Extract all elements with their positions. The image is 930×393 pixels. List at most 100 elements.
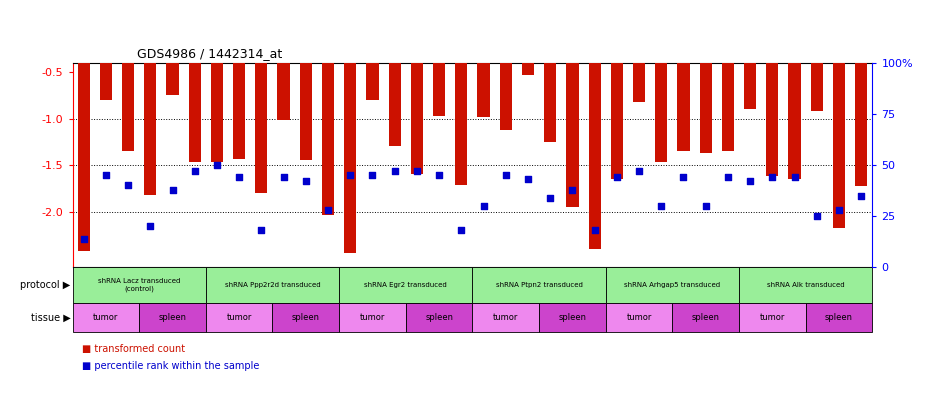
Text: shRNA Lacz transduced
(control): shRNA Lacz transduced (control) [98,278,180,292]
Point [831,207,846,213]
Bar [122,26,134,151]
Bar [739,303,805,332]
Bar [744,26,756,109]
Bar [472,303,539,332]
Bar [605,303,672,332]
Point [365,172,379,178]
Text: tumor: tumor [760,313,785,322]
Bar [739,267,872,303]
Bar [322,26,334,215]
Bar [677,26,690,151]
Bar [339,303,405,332]
Bar [366,26,379,100]
Bar [77,26,90,250]
Point [165,186,179,193]
Point [99,172,113,178]
Bar [100,26,112,100]
Point [409,168,424,174]
Bar [672,303,739,332]
Point [209,162,224,168]
Text: protocol ▶: protocol ▶ [20,280,71,290]
Bar [499,26,512,130]
Text: tumor: tumor [360,313,385,322]
Bar [477,26,490,117]
Text: tissue ▶: tissue ▶ [31,312,71,322]
Bar [144,26,156,195]
Text: ■ percentile rank within the sample: ■ percentile rank within the sample [82,362,259,371]
Point [587,227,602,233]
Text: tumor: tumor [493,313,518,322]
Point [299,178,313,185]
Bar [766,26,778,176]
Text: ■ transformed count: ■ transformed count [82,344,185,354]
Point [521,176,536,182]
Text: spleen: spleen [158,313,187,322]
Point [631,168,646,174]
Bar [272,303,339,332]
Point [76,235,91,242]
Point [743,178,758,185]
Bar [805,303,872,332]
Point [809,213,824,219]
Text: spleen: spleen [425,313,453,322]
Bar [206,303,272,332]
Text: shRNA Egr2 transduced: shRNA Egr2 transduced [365,282,447,288]
Bar [655,26,668,162]
Bar [455,26,468,185]
Text: tumor: tumor [93,313,118,322]
Point [854,193,869,199]
Point [143,223,158,230]
Bar [277,26,290,119]
Bar [344,26,356,253]
Point [187,168,202,174]
Text: spleen: spleen [692,313,720,322]
Bar [544,26,556,142]
Point [721,174,736,180]
Point [654,203,669,209]
Bar [433,26,445,116]
Bar [789,26,801,179]
Text: shRNA Ppp2r2d transduced: shRNA Ppp2r2d transduced [225,282,320,288]
Bar [699,26,711,153]
Point [276,174,291,180]
Bar [722,26,734,151]
Text: tumor: tumor [227,313,252,322]
Text: tumor: tumor [627,313,652,322]
Bar [811,26,823,111]
Point [343,172,358,178]
Point [387,168,402,174]
Bar [206,267,339,303]
Bar [339,267,472,303]
Bar [411,26,423,174]
Point [454,227,469,233]
Point [676,174,691,180]
Bar [73,303,140,332]
Bar [633,26,645,102]
Bar [166,26,179,95]
Bar [389,26,401,147]
Bar [539,303,605,332]
Bar [299,26,312,160]
Point [321,207,336,213]
Bar [233,26,246,158]
Bar [833,26,845,228]
Text: shRNA Alk transduced: shRNA Alk transduced [767,282,844,288]
Bar [405,303,472,332]
Point [609,174,624,180]
Point [476,203,491,209]
Bar [472,267,605,303]
Point [565,186,579,193]
Text: spleen: spleen [825,313,853,322]
Bar [605,267,739,303]
Bar [211,26,223,162]
Bar [566,26,578,207]
Text: spleen: spleen [292,313,320,322]
Text: shRNA Arhgap5 transduced: shRNA Arhgap5 transduced [624,282,721,288]
Point [543,195,558,201]
Bar [189,26,201,162]
Point [232,174,246,180]
Bar [855,26,868,186]
Text: shRNA Ptpn2 transduced: shRNA Ptpn2 transduced [496,282,582,288]
Point [121,182,136,189]
Point [498,172,513,178]
